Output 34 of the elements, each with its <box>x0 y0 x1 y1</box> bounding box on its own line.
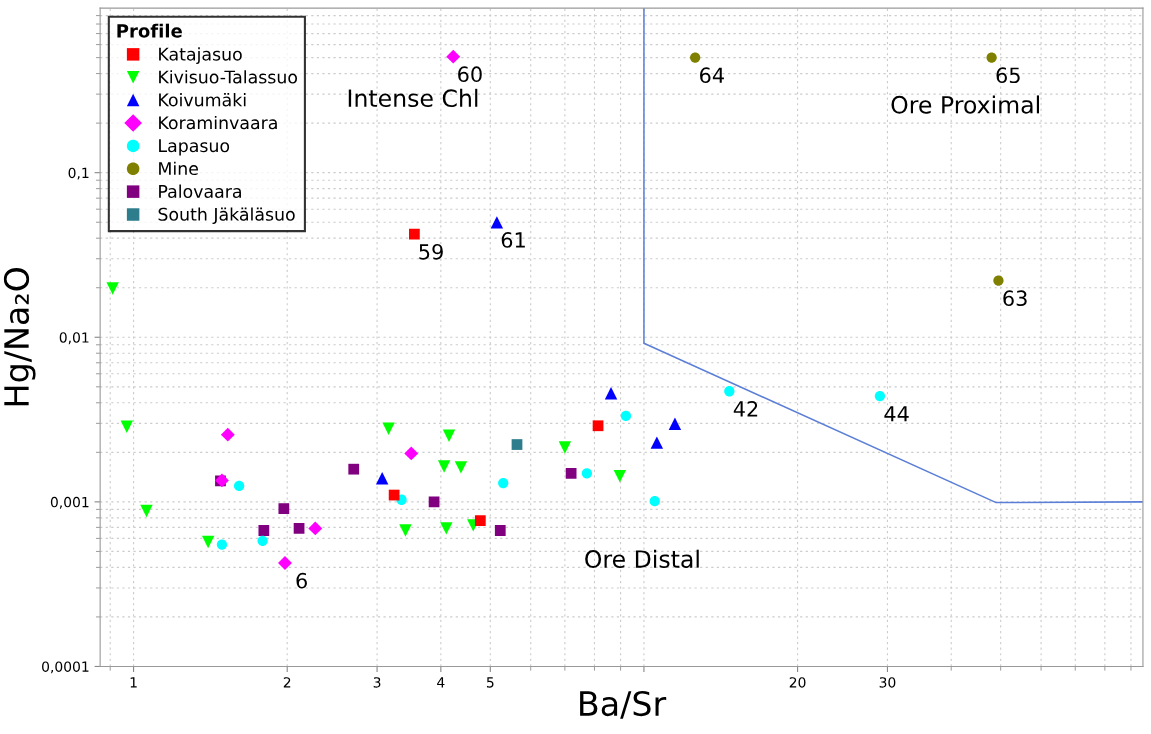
x-tick-label: 20 <box>789 677 806 688</box>
legend-label: Katajasuo <box>159 47 242 65</box>
annotation: 42 <box>733 400 758 417</box>
x-tick-label: 1 <box>130 677 137 688</box>
annotation: Ore Proximal <box>891 95 1039 114</box>
annotation: 59 <box>419 243 443 260</box>
x-tick-label: 2 <box>283 677 291 688</box>
y-tick-label: 0,0001 <box>42 661 89 674</box>
y-tick-label: 0,01 <box>59 332 89 345</box>
annotation: Intense Chl <box>348 88 478 108</box>
legend-label: Kivisuo-Talassuo <box>159 70 298 84</box>
y-tick-label: 0,001 <box>50 496 89 509</box>
annotation: 65 <box>996 67 1020 84</box>
x-tick-label: 4 <box>437 677 445 688</box>
annotation: 64 <box>700 67 724 84</box>
annotation: 61 <box>501 232 525 248</box>
legend-label: South Jäkäläsuo <box>158 207 295 225</box>
y-tick-label: 0,1 <box>68 167 89 180</box>
legend-label: Lapasuo <box>159 139 230 156</box>
legend-label: Palovaara <box>159 184 241 198</box>
legend-title: Profile <box>117 23 182 38</box>
legend-label: Koivumäki <box>159 93 246 107</box>
legend-label: Koraminvaara <box>159 115 277 130</box>
x-tick-label: 5 <box>486 677 494 688</box>
annotation: 63 <box>1003 290 1027 307</box>
annotation: 44 <box>884 406 909 422</box>
annotation: 60 <box>458 66 482 83</box>
x-tick-label: 30 <box>879 677 896 688</box>
legend-label: Mine <box>159 161 198 176</box>
annotation: Ore Distal <box>585 549 699 568</box>
x-tick-label: 3 <box>373 677 381 688</box>
y-axis-title: Hg/Na₂O <box>3 267 36 406</box>
annotation: 6 <box>296 572 307 589</box>
x-axis-title: Ba/Sr <box>580 690 667 719</box>
